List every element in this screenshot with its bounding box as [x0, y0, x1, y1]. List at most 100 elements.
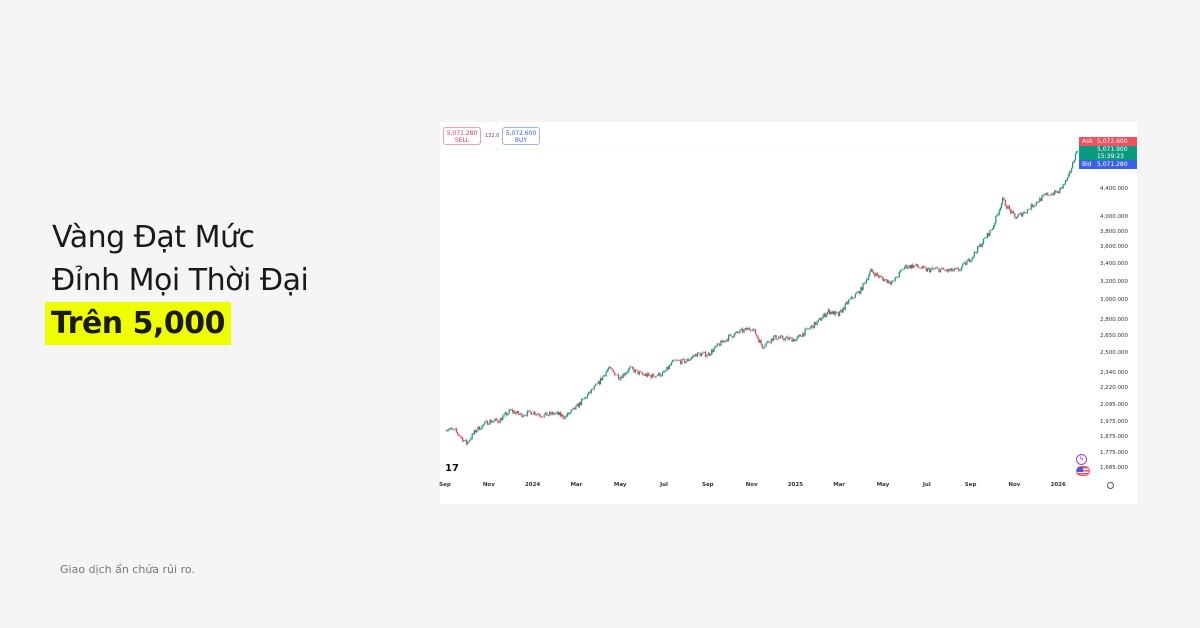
candle-body — [756, 334, 758, 337]
candle-body — [817, 319, 819, 322]
candle-body — [678, 360, 680, 361]
candle-body — [563, 417, 565, 419]
candle-body — [784, 337, 786, 341]
candle-body — [972, 256, 974, 258]
chart-canvas[interactable] — [440, 122, 1137, 504]
candle-body — [634, 369, 636, 373]
candle-body — [709, 354, 712, 356]
candle-body — [904, 266, 906, 270]
candle-body — [541, 416, 543, 418]
candle-body — [939, 269, 942, 273]
candle-body — [790, 337, 792, 339]
candle-body — [607, 367, 609, 371]
candle-body — [943, 269, 946, 271]
candle-body — [1034, 204, 1036, 206]
candle-body — [713, 348, 715, 352]
candle-body — [765, 342, 767, 346]
candle-body — [589, 391, 591, 393]
candle-body — [948, 269, 950, 272]
candle-body — [888, 280, 890, 283]
candle-body — [824, 313, 826, 317]
candle-body — [556, 412, 558, 413]
candle-body — [504, 412, 506, 415]
candle-body — [577, 404, 579, 408]
candle-body — [952, 270, 954, 272]
candle-body — [751, 330, 753, 331]
settings-icon[interactable] — [1107, 482, 1114, 489]
candle-body — [776, 339, 778, 340]
candle-body — [1024, 211, 1026, 214]
candle-body — [856, 292, 858, 294]
candle-body — [544, 412, 547, 415]
candle-body — [492, 421, 494, 422]
candle-body — [599, 378, 602, 385]
candle-body — [810, 325, 813, 328]
candle-body — [625, 372, 628, 374]
headline: Vàng Đạt Mức Đỉnh Mọi Thời Đại Trên 5,00… — [45, 216, 309, 345]
candle-body — [510, 409, 513, 411]
candle-body — [764, 345, 766, 348]
buy-button[interactable]: 5,072.600 BUY — [502, 127, 540, 145]
candle-body — [934, 268, 936, 269]
candle-body — [1003, 197, 1005, 200]
y-tick-label: 2,500.000 — [1100, 350, 1128, 357]
candle-body — [1042, 195, 1044, 196]
candle-body — [526, 411, 528, 416]
candle-body — [489, 419, 491, 424]
candle-body — [482, 424, 485, 426]
candle-body — [915, 264, 917, 266]
candle-body — [1063, 183, 1065, 185]
ask-label: Ask — [1082, 138, 1093, 145]
candle-body — [1011, 211, 1013, 214]
candle-body — [809, 327, 811, 329]
y-tick-label: 3,800.000 — [1100, 228, 1128, 235]
y-tick-label: 1,975.000 — [1100, 418, 1128, 425]
candle-body — [605, 372, 607, 376]
candle-body — [522, 415, 524, 417]
candle-body — [849, 298, 851, 301]
x-tick-label: Jul — [922, 482, 931, 488]
candle-body — [644, 374, 647, 376]
candle-body — [1071, 162, 1074, 169]
candle-body — [839, 311, 841, 316]
candle-body — [558, 412, 561, 415]
sell-button[interactable]: 5,071.280 SELL — [443, 127, 481, 145]
candle-body — [608, 367, 611, 368]
candle-body — [1039, 198, 1041, 202]
candle-body — [457, 431, 459, 435]
candle-body — [868, 275, 870, 280]
candle-body — [703, 351, 705, 353]
candle-body — [493, 420, 496, 422]
candle-body — [1047, 192, 1049, 196]
candle-body — [933, 268, 935, 270]
candle-body — [670, 362, 673, 366]
candle-body — [782, 335, 784, 339]
candle-body — [655, 375, 657, 378]
candle-body — [831, 311, 833, 314]
candle-body — [1067, 177, 1069, 181]
candle-body — [1073, 160, 1076, 163]
us-flag-icon[interactable] — [1076, 466, 1090, 476]
candle-body — [908, 265, 910, 268]
candle-body — [913, 265, 915, 268]
candle-body — [895, 277, 898, 278]
candle-body — [942, 268, 944, 270]
candle-body — [507, 413, 509, 416]
price-chart[interactable]: 5,071.280 SELL 132.0 5,072.600 BUY Ask 5,07… — [439, 122, 1137, 504]
candle-body — [622, 373, 624, 378]
candle-body — [669, 365, 672, 366]
candle-body — [862, 283, 864, 291]
candle-body — [612, 370, 615, 373]
candle-body — [637, 370, 639, 375]
candle-body — [823, 313, 825, 317]
x-tick-label: May — [613, 482, 627, 488]
lightning-icon[interactable]: ϟ — [1076, 454, 1087, 465]
candle-body — [865, 279, 868, 284]
candle-body — [754, 329, 757, 335]
candle-body — [769, 342, 771, 343]
candle-body — [628, 368, 630, 372]
candle-body — [1068, 174, 1070, 178]
candle-body — [874, 273, 876, 277]
candle-body — [661, 372, 664, 376]
candle-body — [875, 273, 877, 277]
